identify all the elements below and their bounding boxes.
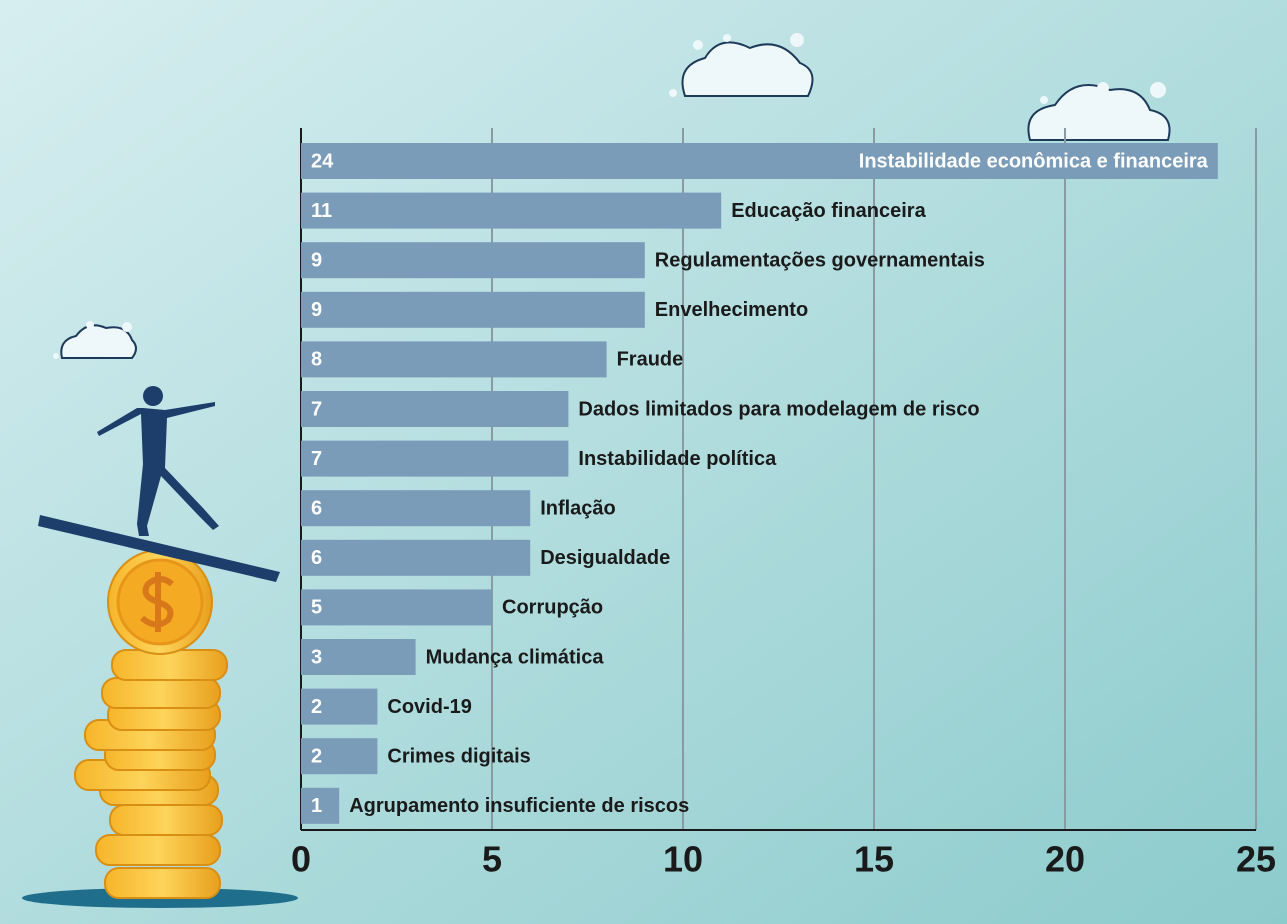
- value-label: 11: [311, 200, 332, 222]
- cloud-dots: [53, 33, 1166, 359]
- category-label: Instabilidade econômica e financeira: [859, 150, 1209, 172]
- illustration: [22, 33, 1171, 908]
- bar: [301, 440, 569, 477]
- value-label: 2: [311, 745, 322, 767]
- x-tick-label: 15: [854, 839, 894, 880]
- bar: [301, 242, 645, 279]
- x-tick-label: 25: [1236, 839, 1276, 880]
- value-label: 7: [311, 398, 322, 420]
- person: [97, 386, 219, 536]
- bar: [301, 143, 1218, 179]
- category-label: Fraude: [617, 349, 684, 371]
- bar: [301, 639, 416, 675]
- bar: [301, 490, 531, 527]
- dollar: [140, 572, 174, 632]
- category-label: Mudança climática: [426, 646, 605, 668]
- category-label: Inflação: [540, 497, 616, 519]
- value-label: 5: [311, 597, 322, 619]
- seesaw: [38, 515, 280, 582]
- value-label: 3: [311, 646, 322, 668]
- bar: [301, 787, 340, 824]
- value-label: 24: [311, 150, 334, 172]
- value-label: 9: [311, 249, 322, 271]
- value-label: 8: [311, 349, 322, 371]
- bar: [301, 539, 531, 576]
- bar: [301, 738, 378, 775]
- category-label: Agrupamento insuficiente de riscos: [349, 795, 689, 817]
- bar: [301, 391, 569, 427]
- category-label: Crimes digitais: [387, 745, 530, 767]
- value-label: 2: [311, 696, 322, 718]
- bar: [301, 192, 722, 229]
- category-label: Desigualdade: [540, 547, 670, 569]
- bar: [301, 589, 492, 626]
- category-label: Envelhecimento: [655, 299, 808, 321]
- category-label: Covid-19: [387, 696, 471, 718]
- category-label: Educação financeira: [731, 200, 926, 222]
- x-tick-label: 5: [482, 839, 502, 880]
- x-tick-label: 10: [663, 839, 703, 880]
- value-label: 9: [311, 299, 322, 321]
- category-label: Dados limitados para modelagem de risco: [578, 398, 979, 420]
- bar: [301, 341, 607, 378]
- category-label: Instabilidade política: [578, 448, 777, 470]
- category-label: Regulamentações governamentais: [655, 249, 985, 271]
- cloud: [60, 41, 1171, 359]
- x-tick-label: 0: [291, 839, 311, 880]
- category-label: Corrupção: [502, 597, 603, 619]
- value-label: 6: [311, 497, 322, 519]
- value-label: 7: [311, 448, 322, 470]
- bar: [301, 291, 645, 328]
- value-label: 6: [311, 547, 322, 569]
- bar: [301, 688, 378, 725]
- value-label: 1: [311, 795, 322, 817]
- x-tick-label: 20: [1045, 839, 1085, 880]
